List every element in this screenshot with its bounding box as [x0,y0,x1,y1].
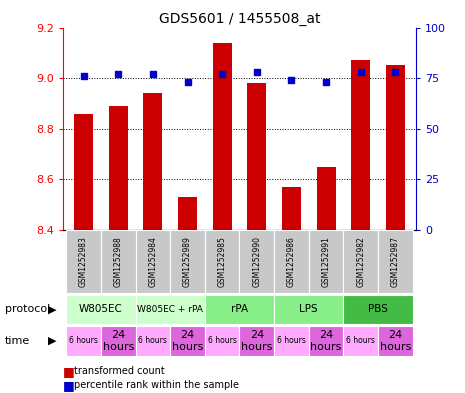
Bar [282,187,301,230]
Text: ■: ■ [63,378,74,392]
Text: transformed count: transformed count [74,366,165,376]
Text: 6 hours: 6 hours [139,336,167,345]
Text: time: time [5,336,30,346]
Bar [74,114,93,230]
Bar [170,230,205,293]
Bar [317,167,336,230]
Title: GDS5601 / 1455508_at: GDS5601 / 1455508_at [159,13,320,26]
Bar [213,43,232,230]
Text: 6 hours: 6 hours [208,336,237,345]
Text: GSM1252984: GSM1252984 [148,236,157,287]
Bar [66,230,101,293]
Bar [143,93,162,230]
Bar [205,326,239,356]
Bar [66,326,101,356]
Bar [274,230,309,293]
Text: 6 hours: 6 hours [69,336,98,345]
Text: W805EC: W805EC [79,305,123,314]
Text: PBS: PBS [368,305,388,314]
Bar [205,230,239,293]
Text: W805EC + rPA: W805EC + rPA [137,305,203,314]
Bar [239,326,274,356]
Bar [135,326,170,356]
Text: 24
hours: 24 hours [311,330,342,352]
Text: ▶: ▶ [48,336,56,346]
Bar [309,230,344,293]
Bar [378,230,413,293]
Text: GSM1252990: GSM1252990 [252,236,261,287]
Bar [309,326,344,356]
Text: 6 hours: 6 hours [277,336,306,345]
Text: GSM1252989: GSM1252989 [183,236,192,287]
Bar [101,326,135,356]
Text: protocol: protocol [5,305,50,314]
Text: rPA: rPA [231,305,248,314]
Text: LPS: LPS [299,305,318,314]
Bar [344,295,413,324]
Bar [344,230,378,293]
Bar [247,83,266,230]
Text: ■: ■ [63,365,74,378]
Bar [101,230,135,293]
Text: 24
hours: 24 hours [241,330,272,352]
Bar [109,106,128,230]
Bar [135,295,205,324]
Text: GSM1252987: GSM1252987 [391,236,400,287]
Text: GSM1252982: GSM1252982 [356,236,365,287]
Bar [178,197,197,230]
Bar [239,230,274,293]
Text: GSM1252985: GSM1252985 [218,236,226,287]
Text: GSM1252988: GSM1252988 [114,236,123,287]
Bar [344,326,378,356]
Text: GSM1252991: GSM1252991 [322,236,331,287]
Bar [351,61,370,230]
Text: GSM1252986: GSM1252986 [287,236,296,287]
Bar [205,295,274,324]
Bar [378,326,413,356]
Bar [274,295,344,324]
Text: ▶: ▶ [48,305,56,314]
Bar [66,295,135,324]
Text: 24
hours: 24 hours [172,330,203,352]
Bar [274,326,309,356]
Text: 6 hours: 6 hours [346,336,375,345]
Text: 24
hours: 24 hours [102,330,134,352]
Text: GSM1252983: GSM1252983 [79,236,88,287]
Bar [170,326,205,356]
Text: percentile rank within the sample: percentile rank within the sample [74,380,239,390]
Bar [135,230,170,293]
Bar [386,66,405,230]
Text: 24
hours: 24 hours [380,330,411,352]
